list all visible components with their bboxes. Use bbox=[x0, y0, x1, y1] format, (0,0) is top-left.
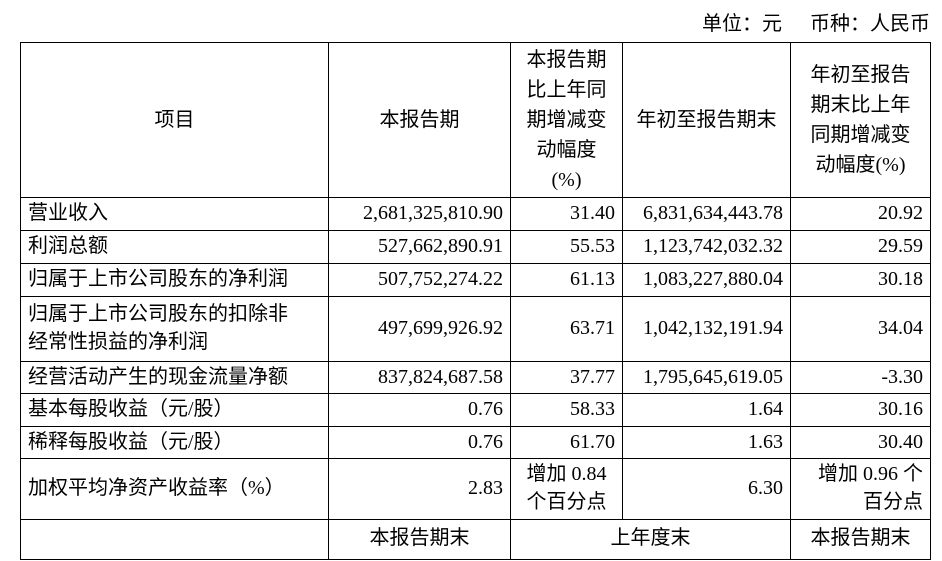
current-period-value: 507,752,274.22 bbox=[328, 262, 511, 297]
table-header-row: 项目 本报告期 本报告期 比上年同 期增减变 动幅度 (%) 年初至报告期末 年… bbox=[20, 42, 931, 198]
table-row-revenue: 营业收入 2,681,325,810.90 31.40 6,831,634,44… bbox=[20, 197, 931, 231]
table-row-diluted-eps: 稀释每股收益（元/股） 0.76 61.70 1.63 30.40 bbox=[20, 425, 931, 460]
table-row-weighted-avg-roe: 加权平均净资产收益率（%） 2.83 增加 0.84 个百分点 6.30 增加 … bbox=[20, 458, 931, 520]
table-footer-row: 本报告期末 上年度末 本报告期末 bbox=[20, 518, 931, 560]
table-row-net-profit: 归属于上市公司股东的净利润 507,752,274.22 61.13 1,083… bbox=[20, 262, 931, 297]
unit-label: 单位：元 bbox=[702, 13, 782, 35]
table-row-basic-eps: 基本每股收益（元/股） 0.76 58.33 1.64 30.16 bbox=[20, 393, 931, 427]
row-label: 基本每股收益（元/股） bbox=[20, 393, 329, 427]
row-label: 经营活动产生的现金流量净额 bbox=[20, 360, 329, 395]
unit-currency-note: 单位：元 币种：人民币 bbox=[702, 7, 930, 36]
ytd-value: 6.30 bbox=[622, 458, 791, 520]
ytd-value: 1.64 bbox=[622, 393, 791, 427]
current-period-value: 497,699,926.92 bbox=[328, 295, 511, 362]
table-row-total-profit: 利润总额 527,662,890.91 55.53 1,123,742,032.… bbox=[20, 229, 931, 264]
ytd-change-value: 29.59 bbox=[790, 229, 931, 264]
col-header-current-period: 本报告期 bbox=[328, 42, 511, 198]
table-row-operating-cash-flow: 经营活动产生的现金流量净额 837,824,687.58 37.77 1,795… bbox=[20, 360, 931, 395]
current-period-value: 0.76 bbox=[328, 425, 511, 460]
ytd-change-value: 30.18 bbox=[790, 262, 931, 297]
current-period-value: 2,681,325,810.90 bbox=[328, 197, 511, 231]
current-period-value: 2.83 bbox=[328, 458, 511, 520]
table-row-net-profit-excl-nonrecurring: 归属于上市公司股东的扣除非 经常性损益的净利润 497,699,926.92 6… bbox=[20, 295, 931, 362]
current-period-value: 527,662,890.91 bbox=[328, 229, 511, 264]
row-label: 归属于上市公司股东的净利润 bbox=[20, 262, 329, 297]
ytd-value: 1,083,227,880.04 bbox=[622, 262, 791, 297]
col-header-ytd-change: 年初至报告 期末比上年 同期增减变 动幅度(%) bbox=[790, 42, 931, 198]
current-period-change-value: 61.70 bbox=[510, 425, 623, 460]
ytd-value: 1,795,645,619.05 bbox=[622, 360, 791, 395]
current-period-change-value: 58.33 bbox=[510, 393, 623, 427]
col-header-item: 项目 bbox=[20, 42, 329, 198]
ytd-change-value: 34.04 bbox=[790, 295, 931, 362]
footer-current-period-end-right: 本报告期末 bbox=[790, 518, 931, 560]
ytd-change-value: 30.16 bbox=[790, 393, 931, 427]
footer-prior-year-end: 上年度末 bbox=[510, 518, 791, 560]
col-header-current-period-change: 本报告期 比上年同 期增减变 动幅度 (%) bbox=[510, 42, 623, 198]
current-period-change-value: 37.77 bbox=[510, 360, 623, 395]
ytd-change-value: 20.92 bbox=[790, 197, 931, 231]
financial-summary-table: 项目 本报告期 本报告期 比上年同 期增减变 动幅度 (%) 年初至报告期末 年… bbox=[20, 42, 931, 560]
current-period-value: 837,824,687.58 bbox=[328, 360, 511, 395]
current-period-change-value: 55.53 bbox=[510, 229, 623, 264]
current-period-change-value: 61.13 bbox=[510, 262, 623, 297]
col-header-ytd: 年初至报告期末 bbox=[622, 42, 791, 198]
footer-current-period-end: 本报告期末 bbox=[328, 518, 511, 560]
current-period-value: 0.76 bbox=[328, 393, 511, 427]
currency-label: 币种：人民币 bbox=[810, 13, 930, 35]
row-label: 利润总额 bbox=[20, 229, 329, 264]
row-label: 营业收入 bbox=[20, 197, 329, 231]
ytd-change-value: 增加 0.96 个 百分点 bbox=[790, 458, 931, 520]
ytd-change-value: -3.30 bbox=[790, 360, 931, 395]
current-period-change-value: 增加 0.84 个百分点 bbox=[510, 458, 623, 520]
current-period-change-value: 31.40 bbox=[510, 197, 623, 231]
row-label: 归属于上市公司股东的扣除非 经常性损益的净利润 bbox=[20, 295, 329, 362]
ytd-value: 1.63 bbox=[622, 425, 791, 460]
ytd-value: 1,123,742,032.32 bbox=[622, 229, 791, 264]
footer-empty-cell bbox=[20, 518, 329, 560]
row-label: 稀释每股收益（元/股） bbox=[20, 425, 329, 460]
ytd-value: 1,042,132,191.94 bbox=[622, 295, 791, 362]
ytd-value: 6,831,634,443.78 bbox=[622, 197, 791, 231]
row-label: 加权平均净资产收益率（%） bbox=[20, 458, 329, 520]
current-period-change-value: 63.71 bbox=[510, 295, 623, 362]
ytd-change-value: 30.40 bbox=[790, 425, 931, 460]
